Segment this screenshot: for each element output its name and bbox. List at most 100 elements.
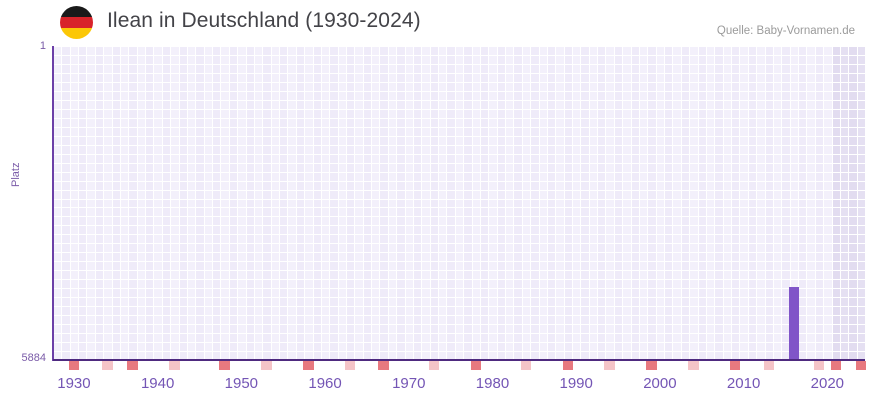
grid-line-vertical: [412, 46, 414, 360]
grid-line-horizontal: [53, 333, 865, 335]
grid-line-horizontal: [53, 180, 865, 182]
plot-band: [396, 46, 405, 360]
x-axis-line: [53, 359, 865, 361]
low-rank-marker[interactable]: [604, 361, 615, 370]
grid-line-horizontal: [53, 234, 865, 236]
grid-line-horizontal: [53, 126, 865, 128]
plot-area: [53, 46, 865, 360]
grid-line-vertical: [237, 46, 239, 360]
x-axis-tick-1970: 1970: [392, 375, 426, 392]
grid-line-horizontal: [53, 54, 865, 56]
plot-band: [597, 46, 606, 360]
grid-line-vertical: [253, 46, 255, 360]
grid-line-vertical: [496, 46, 498, 360]
grid-line-vertical: [454, 46, 456, 360]
grid-line-vertical: [647, 46, 649, 360]
plot-band: [580, 46, 589, 360]
grid-line-horizontal: [53, 324, 865, 326]
grid-line-horizontal: [53, 288, 865, 290]
grid-line-vertical: [772, 46, 774, 360]
low-rank-marker[interactable]: [855, 361, 866, 370]
low-rank-marker[interactable]: [646, 361, 657, 370]
grid-line-vertical: [471, 46, 473, 360]
low-rank-marker[interactable]: [68, 361, 80, 370]
grid-line-horizontal: [53, 306, 865, 308]
bar[interactable]: [788, 286, 800, 360]
grid-line-vertical: [689, 46, 691, 360]
grid-line-horizontal: [53, 198, 865, 200]
plot-band: [128, 46, 137, 360]
grid-line-vertical: [279, 46, 281, 360]
grid-line-vertical: [664, 46, 666, 360]
grid-line-vertical: [287, 46, 289, 360]
grid-line-vertical: [831, 46, 833, 360]
low-rank-marker[interactable]: [730, 361, 741, 370]
plot-band: [731, 46, 740, 360]
plot-band: [747, 46, 757, 360]
low-rank-marker[interactable]: [813, 361, 825, 370]
grid-line-horizontal: [53, 261, 865, 263]
low-rank-marker[interactable]: [428, 361, 440, 370]
plot-band: [680, 46, 690, 360]
grid-line-vertical: [329, 46, 331, 360]
grid-line-vertical: [78, 46, 80, 360]
grid-line-vertical: [697, 46, 699, 360]
grid-line-vertical: [588, 46, 590, 360]
grid-line-vertical: [170, 46, 172, 360]
grid-line-vertical: [613, 46, 615, 360]
plot-band: [496, 46, 506, 360]
grid-line-horizontal: [53, 162, 865, 164]
grid-line-vertical: [128, 46, 130, 360]
grid-line-vertical: [69, 46, 71, 360]
grid-line-vertical: [530, 46, 532, 360]
plot-band: [379, 46, 388, 360]
grid-line-horizontal: [53, 351, 865, 353]
grid-line-vertical: [86, 46, 88, 360]
low-rank-marker[interactable]: [344, 361, 356, 370]
low-rank-marker[interactable]: [378, 361, 389, 370]
plot-band: [647, 46, 656, 360]
grid-line-vertical: [337, 46, 339, 360]
grid-line-vertical: [806, 46, 808, 360]
grid-line-vertical: [320, 46, 322, 360]
low-rank-marker[interactable]: [303, 361, 314, 370]
plot-bands: [53, 46, 865, 360]
plot-band: [145, 46, 154, 360]
grid-line-vertical: [705, 46, 707, 360]
low-rank-marker[interactable]: [520, 361, 532, 370]
low-rank-marker[interactable]: [763, 361, 774, 370]
y-axis-title: Platz: [10, 162, 22, 187]
grid-line-vertical: [798, 46, 800, 360]
grid-line-horizontal: [53, 216, 865, 218]
low-rank-marker[interactable]: [102, 361, 113, 370]
plot-band: [245, 46, 254, 360]
low-rank-marker[interactable]: [169, 361, 180, 370]
grid-line-horizontal: [53, 315, 865, 317]
low-rank-marker[interactable]: [830, 361, 841, 370]
low-rank-marker[interactable]: [261, 361, 272, 370]
page-title: Ilean in Deutschland (1930-2024): [107, 9, 421, 32]
bar-series: [53, 46, 865, 360]
grid-line-vertical: [781, 46, 783, 360]
low-rank-marker[interactable]: [688, 361, 699, 370]
grid-line-vertical: [722, 46, 724, 360]
grid-line-horizontal: [53, 63, 865, 65]
plot-band: [764, 46, 773, 360]
grid-line-vertical: [856, 46, 858, 360]
grid-line-vertical: [538, 46, 540, 360]
plot-band: [111, 46, 120, 360]
plot-band: [362, 46, 372, 360]
low-rank-marker[interactable]: [127, 361, 138, 370]
plot-band: [714, 46, 723, 360]
grid-line-vertical: [505, 46, 507, 360]
grid-line-vertical: [814, 46, 816, 360]
grid-line-vertical: [672, 46, 674, 360]
low-rank-marker[interactable]: [470, 361, 481, 370]
x-axis-tick-2000: 2000: [643, 375, 677, 392]
grid-line-vertical: [345, 46, 347, 360]
plot-band: [479, 46, 489, 360]
plot-band: [798, 46, 807, 360]
low-rank-marker[interactable]: [219, 361, 230, 370]
grid-line-vertical: [839, 46, 841, 360]
low-rank-marker[interactable]: [562, 361, 573, 370]
